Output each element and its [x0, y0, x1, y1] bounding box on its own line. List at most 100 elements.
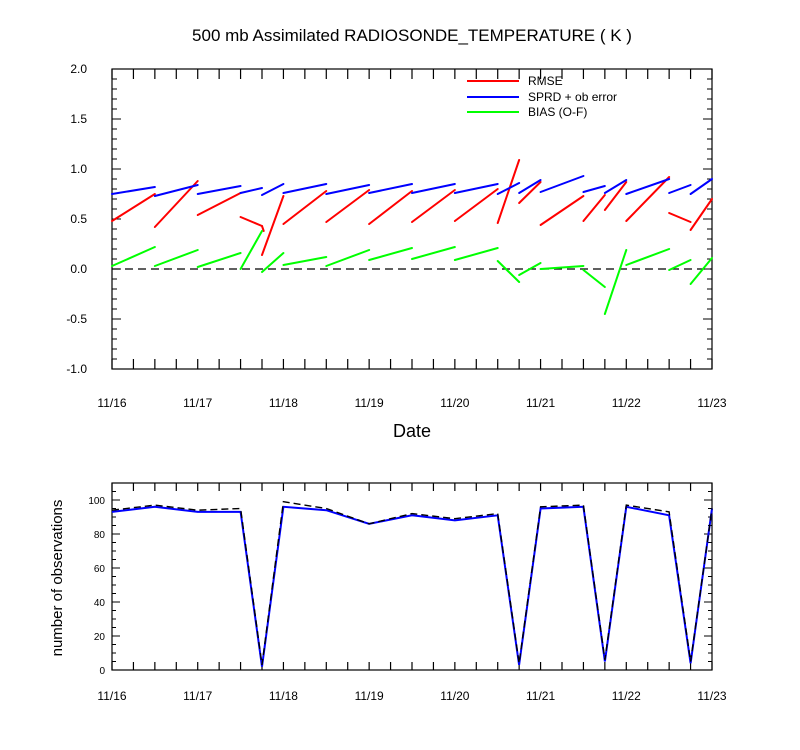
bias-segment: [625, 248, 671, 266]
bias-segment: [496, 260, 521, 283]
rmse-segment: [196, 192, 242, 216]
bottom-series: [111, 500, 713, 667]
top-y-tick-label: 2.0: [70, 62, 87, 76]
rmse-segment: [496, 159, 521, 224]
bias-segment: [518, 262, 542, 276]
bottom-y-tick-label: 80: [94, 530, 106, 541]
sprd-segment: [239, 187, 263, 194]
top-x-tick-label: 11/23: [697, 396, 726, 410]
bottom-x-tick-label: 11/17: [183, 689, 212, 703]
bias-segment: [539, 265, 585, 270]
bottom-x-tick-label: 11/23: [697, 689, 726, 703]
bias-segment: [453, 247, 499, 261]
sprd-segment: [668, 184, 692, 194]
legend-label-bias: BIAS (O-F): [528, 105, 587, 119]
bias-segment: [325, 249, 371, 267]
bias-segment: [689, 257, 713, 285]
bias-segment: [603, 249, 628, 315]
rmse-segment: [582, 194, 606, 222]
rmse-segment: [325, 189, 371, 223]
bias-segment: [196, 252, 242, 268]
rmse-segment: [261, 195, 285, 256]
bias-segment: [411, 246, 456, 260]
top-chart: 11/16 11/17 11/18 11/19 11/20 11/21 11/22 11/23…: [66, 62, 727, 410]
bottom-y-tick-label: 60: [94, 564, 106, 575]
top-y-tick-label: 1.0: [70, 162, 87, 176]
sprd-segment: [582, 185, 606, 193]
rmse-segment: [689, 198, 713, 231]
rmse-segment: [539, 195, 585, 226]
sprd-segment: [111, 186, 156, 195]
sprd-segment: [325, 184, 371, 195]
top-ticks: [111, 68, 713, 370]
top-x-tick-labels: 11/16 11/17 11/18 11/19 11/20 11/21 11/22 11/23: [97, 396, 726, 410]
bottom-x-tick-label: 11/22: [612, 689, 641, 703]
sprd-segment: [368, 183, 413, 194]
rmse-segment: [411, 189, 456, 223]
bottom-y-tick-label: 0: [99, 666, 105, 677]
bottom-x-tick-label: 11/18: [269, 689, 298, 703]
sprd-segment: [518, 179, 542, 194]
rmse-segment: [518, 181, 542, 204]
sprd-segment: [603, 179, 628, 194]
top-y-tick-label: 0.5: [70, 212, 87, 226]
rmse-segment: [668, 212, 692, 223]
top-y-tick-label: 1.5: [70, 112, 87, 126]
top-plot-frame: [111, 68, 713, 370]
top-x-tick-label: 11/20: [440, 396, 469, 410]
top-y-tick-label: -0.5: [66, 312, 87, 326]
rmse-segment: [368, 190, 413, 225]
bottom-x-tick-labels: 11/16 11/17 11/18 11/19 11/20 11/21 11/22 11/23: [97, 689, 726, 703]
legend-label-sprd: SPRD + ob error: [528, 90, 617, 104]
rmse-segment: [453, 188, 499, 222]
bottom-x-tick-label: 11/19: [355, 689, 384, 703]
bias-segment: [261, 252, 285, 273]
rmse-segment: [625, 176, 671, 222]
total-observations-line: [111, 500, 713, 665]
rmse-segment: [111, 193, 156, 222]
rmse-segment: [239, 216, 263, 227]
bottom-y-tick-label: 100: [88, 496, 105, 507]
top-x-tick-label: 11/21: [526, 396, 555, 410]
legend: RMSE SPRD + ob error BIAS (O-F): [467, 74, 617, 119]
legend-label-rmse: RMSE: [528, 74, 563, 88]
top-series: [111, 159, 713, 315]
top-x-tick-label: 11/22: [612, 396, 641, 410]
sprd-segment: [453, 183, 499, 194]
bias-segment: [153, 249, 199, 267]
rmse-segment: [603, 181, 628, 211]
sprd-segment: [282, 183, 328, 194]
sprd-segment: [153, 184, 199, 197]
bottom-chart: 11/16 11/17 11/18 11/19 11/20 11/21 11/22 11/23…: [88, 482, 727, 703]
bottom-y-tick-label: 20: [94, 632, 106, 643]
chart-title: 500 mb Assimilated RADIOSONDE_TEMPERATUR…: [192, 26, 632, 45]
bottom-y-tick-labels: 100 80 60 40 20 0: [88, 496, 105, 677]
sprd-segment: [496, 182, 521, 195]
top-x-tick-label: 11/18: [269, 396, 298, 410]
bottom-x-tick-label: 11/20: [440, 689, 469, 703]
bottom-y-axis-label: number of observations: [49, 500, 66, 657]
top-y-tick-labels: 2.0 1.5 1.0 0.5 0.0 -0.5 -1.0: [66, 62, 87, 376]
sprd-segment: [261, 183, 285, 196]
assimilated-observations-line: [111, 505, 713, 667]
top-x-tick-label: 11/16: [97, 396, 126, 410]
sprd-segment: [625, 178, 671, 195]
bottom-ticks: [111, 482, 713, 671]
x-axis-label: Date: [393, 421, 431, 441]
bias-segment: [282, 256, 328, 266]
bottom-x-tick-label: 11/21: [526, 689, 555, 703]
sprd-segment: [539, 175, 585, 193]
top-x-tick-label: 11/17: [183, 396, 212, 410]
bias-segment: [582, 269, 606, 288]
bottom-y-tick-label: 40: [94, 598, 106, 609]
rmse-segment: [153, 180, 199, 228]
sprd-segment: [411, 183, 456, 194]
bias-segment: [239, 230, 263, 270]
rmse-segment: [282, 190, 328, 225]
bottom-x-tick-label: 11/16: [97, 689, 126, 703]
bias-segment: [668, 259, 692, 271]
sprd-segment: [689, 178, 713, 195]
bias-segment: [368, 247, 413, 261]
rmse-segment: [261, 225, 265, 232]
